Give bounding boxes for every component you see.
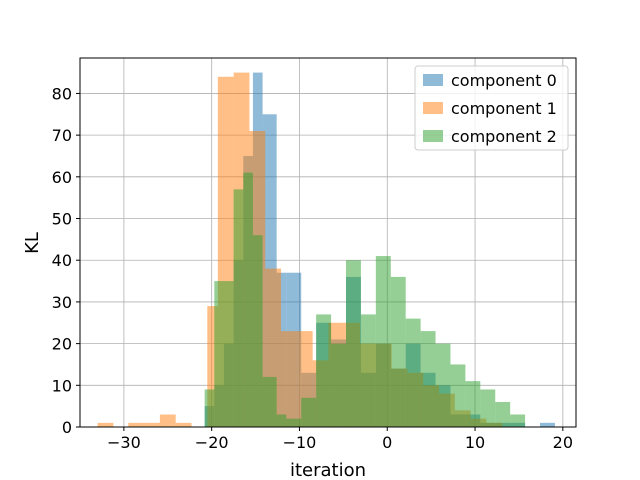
- x-tick-label: −30: [107, 433, 141, 452]
- histogram-bar: [233, 189, 244, 427]
- histogram-bar: [243, 172, 253, 427]
- histogram-bar: [390, 276, 406, 427]
- x-tick-label: −10: [283, 433, 317, 452]
- axis-ticks: −30 −20 −10 0 10 20 0 10 20 30 40 50 60 70 80: [52, 84, 573, 452]
- x-tick-label: 10: [465, 433, 485, 452]
- y-tick-label: 70: [52, 126, 72, 145]
- y-tick-label: 0: [62, 418, 72, 437]
- histogram-bars: [97, 72, 555, 428]
- plot-area-frame: [79, 57, 577, 428]
- histogram-bar: [204, 389, 215, 427]
- legend-label: component 0: [451, 71, 557, 90]
- histogram-bar: [360, 314, 376, 427]
- histogram-bar: [420, 331, 436, 427]
- histogram-bar: [214, 281, 224, 427]
- y-axis-label: KL: [22, 232, 43, 254]
- histogram-bar: [331, 343, 346, 427]
- histogram-bar: [97, 422, 114, 427]
- histogram-bar: [281, 331, 297, 427]
- x-axis-label: iteration: [290, 460, 366, 480]
- series-2-bars: [204, 172, 526, 427]
- y-tick-label: 40: [52, 251, 72, 270]
- histogram-bar: [345, 260, 361, 427]
- legend-swatch: [423, 102, 443, 114]
- histogram-bar: [262, 376, 277, 427]
- histogram-bar: [252, 235, 263, 427]
- x-tick-label: 0: [382, 433, 392, 452]
- histogram-bar: [540, 422, 555, 427]
- y-tick-label: 80: [52, 84, 72, 103]
- histogram-bar: [435, 343, 451, 427]
- histogram-bar: [128, 422, 145, 427]
- histogram-bar: [375, 256, 391, 427]
- histogram-bar: [316, 314, 332, 427]
- histogram-bar: [465, 381, 481, 427]
- legend-swatch: [423, 130, 443, 142]
- histogram-bar: [207, 306, 218, 427]
- histogram-bar: [276, 414, 287, 427]
- legend-label: component 1: [451, 99, 557, 118]
- y-tick-label: 10: [52, 376, 72, 395]
- histogram-bar: [301, 397, 317, 427]
- histogram-bar: [405, 318, 421, 427]
- legend-swatch: [423, 74, 443, 86]
- y-tick-label: 60: [52, 168, 72, 187]
- x-tick-label: 20: [553, 433, 573, 452]
- legend-box: [414, 65, 569, 151]
- histogram-bar: [159, 414, 176, 427]
- legend: component 0 component 1 component 2: [414, 65, 569, 151]
- x-tick-label: −20: [195, 433, 229, 452]
- histogram-bar: [223, 281, 234, 427]
- y-tick-label: 30: [52, 293, 72, 312]
- histogram-bar: [286, 418, 302, 427]
- histogram-bar: [480, 389, 496, 427]
- y-tick-label: 50: [52, 210, 72, 229]
- histogram-bar: [510, 414, 526, 427]
- histogram-bar: [450, 364, 466, 427]
- histogram-bar: [495, 401, 511, 427]
- grid-lines: [80, 58, 576, 428]
- legend-label: component 2: [451, 127, 557, 146]
- histogram-bar: [144, 422, 160, 427]
- histogram-bar: [175, 422, 192, 427]
- y-tick-label: 20: [52, 335, 72, 354]
